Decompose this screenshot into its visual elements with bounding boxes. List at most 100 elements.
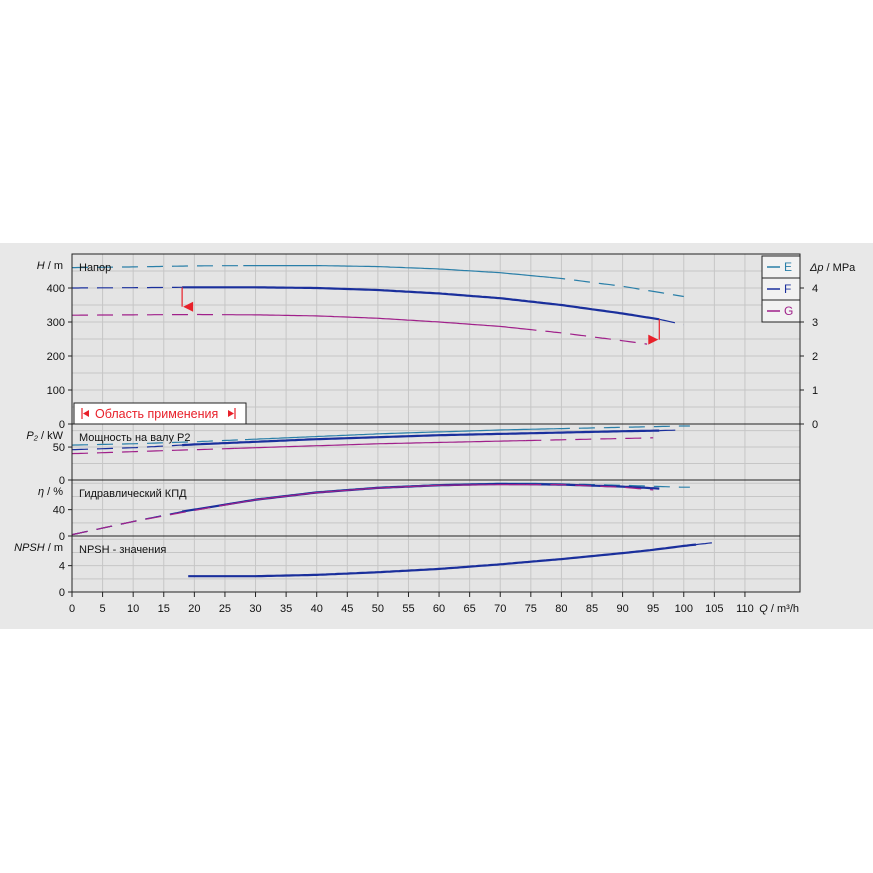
series-E-power-dashed-left — [71, 439, 246, 446]
ytick-label-head: 200 — [47, 351, 65, 363]
right-axis-var: Δp — [809, 262, 824, 274]
xtick-label: 60 — [433, 603, 445, 615]
xtick-label: 110 — [736, 603, 754, 615]
ylabel-unit-npsh: m — [54, 542, 63, 554]
app-area-left-arrow — [83, 410, 89, 417]
right-ytick-label: 0 — [812, 419, 818, 431]
right-axis-sep: / — [824, 262, 833, 274]
panel-frame-npsh — [71, 535, 801, 593]
x-axis-sep: / — [768, 603, 777, 615]
xtick-label: 105 — [705, 603, 723, 615]
frame-layer — [68, 253, 804, 597]
xtick-label: 70 — [494, 603, 506, 615]
legend-label-F: F — [784, 282, 791, 296]
ylabel-unit-power: kW — [47, 430, 64, 442]
series-F-head-line — [182, 286, 660, 321]
grid-layer — [71, 253, 800, 593]
plot-area-npsh — [72, 536, 800, 592]
xtick-label: 80 — [555, 603, 567, 615]
ylabel-sep-npsh: / — [45, 542, 54, 554]
xtick-label: 50 — [372, 603, 384, 615]
series-F-head-dashed-left — [72, 286, 183, 289]
series-layer — [71, 265, 721, 578]
xtick-label: 75 — [525, 603, 537, 615]
xtick-label: 90 — [616, 603, 628, 615]
ylabel-head: H / m — [37, 260, 63, 272]
xtick-label: 15 — [158, 603, 170, 615]
xtick-label: 0 — [69, 603, 75, 615]
ylabel-var-efficiency: η — [38, 486, 44, 498]
legend-label-E: E — [784, 260, 792, 274]
plot-area-power — [72, 424, 800, 480]
app-range-end-arrow — [648, 334, 659, 345]
xtick-label: 10 — [127, 603, 139, 615]
plot-area-efficiency — [72, 480, 800, 536]
xtick-label: 40 — [311, 603, 323, 615]
xtick-label: 30 — [249, 603, 261, 615]
x-axis-label: Q / m³/h — [759, 603, 799, 615]
ylabel-npsh: NPSH / m — [14, 542, 63, 554]
panel-title-npsh: NPSH - значения — [79, 544, 166, 556]
ytick-label-efficiency: 40 — [53, 505, 65, 517]
series-E-power-dashed-right — [553, 425, 690, 430]
ylabel-var-head: H — [37, 260, 45, 272]
series-G-efficiency-dashed-right — [525, 484, 654, 491]
series-E-head-dashed-left — [72, 265, 244, 269]
series-F-head-dashed-right — [659, 318, 684, 326]
series-G-efficiency-dashed-left — [71, 502, 235, 536]
panel-title-power: Мощность на валу P2 — [79, 432, 191, 444]
ylabel-unit-head: m — [54, 260, 63, 272]
ylabel-var-npsh: NPSH — [14, 542, 45, 554]
series-E-efficiency-dashed-right — [553, 483, 690, 488]
ytick-label-efficiency: 0 — [59, 531, 65, 543]
xtick-label: 95 — [647, 603, 659, 615]
right-ytick-label: 2 — [812, 351, 818, 363]
series-G-head-line — [232, 314, 521, 330]
ytick-label-power: 0 — [59, 475, 65, 487]
ytick-label-npsh: 0 — [59, 587, 65, 599]
series-G-power-line — [234, 440, 526, 449]
right-ytick-label: 1 — [812, 385, 818, 397]
series-G-efficiency-line — [234, 484, 526, 504]
right-axis-label: Δp / MPa — [809, 262, 856, 274]
ytick-label-head: 400 — [47, 283, 65, 295]
series-F-power-dashed-left — [71, 444, 183, 451]
ytick-label-head: 300 — [47, 317, 65, 329]
ylabel-var-power: P₂ — [26, 430, 38, 442]
xtick-label: 65 — [464, 603, 476, 615]
series-G-head-dashed-right — [520, 328, 648, 345]
series-F-npsh-dashed-right — [695, 541, 721, 546]
xtick-label: 45 — [341, 603, 353, 615]
series-F-power-line — [182, 429, 660, 447]
xtick-label: 20 — [188, 603, 200, 615]
series-E-head-line — [243, 265, 550, 278]
app-range-start-arrow — [183, 301, 194, 312]
series-G-power-dashed-right — [525, 437, 654, 442]
x-axis-var: Q — [759, 603, 768, 615]
ylabel-power: P₂ / kW — [26, 430, 63, 442]
xtick-label: 55 — [402, 603, 414, 615]
ylabel-unit-efficiency: % — [53, 486, 63, 498]
series-E-head-dashed-right — [549, 276, 684, 298]
panel-title-head: Напор — [79, 262, 111, 274]
ylabel-sep-efficiency: / — [44, 486, 53, 498]
xtick-label: 5 — [100, 603, 106, 615]
series-E-power-line — [244, 428, 554, 441]
app-area-label: Область применения — [95, 407, 218, 421]
app-area-right-arrow — [228, 410, 234, 417]
series-F-power-dashed-right — [659, 429, 684, 432]
series-G-power-dashed-left — [71, 447, 235, 455]
ylabel-efficiency: η / % — [38, 486, 63, 498]
x-axis-unit: m³/h — [777, 603, 799, 615]
right-ytick-label: 3 — [812, 317, 818, 329]
xtick-label: 85 — [586, 603, 598, 615]
legend-box-G — [761, 299, 801, 323]
ytick-label-head: 0 — [59, 419, 65, 431]
series-F-npsh-line — [188, 543, 697, 578]
right-ytick-label: 4 — [812, 283, 818, 295]
ytick-label-npsh: 4 — [59, 561, 65, 573]
xtick-label: 35 — [280, 603, 292, 615]
ytick-label-power: 50 — [53, 442, 65, 454]
